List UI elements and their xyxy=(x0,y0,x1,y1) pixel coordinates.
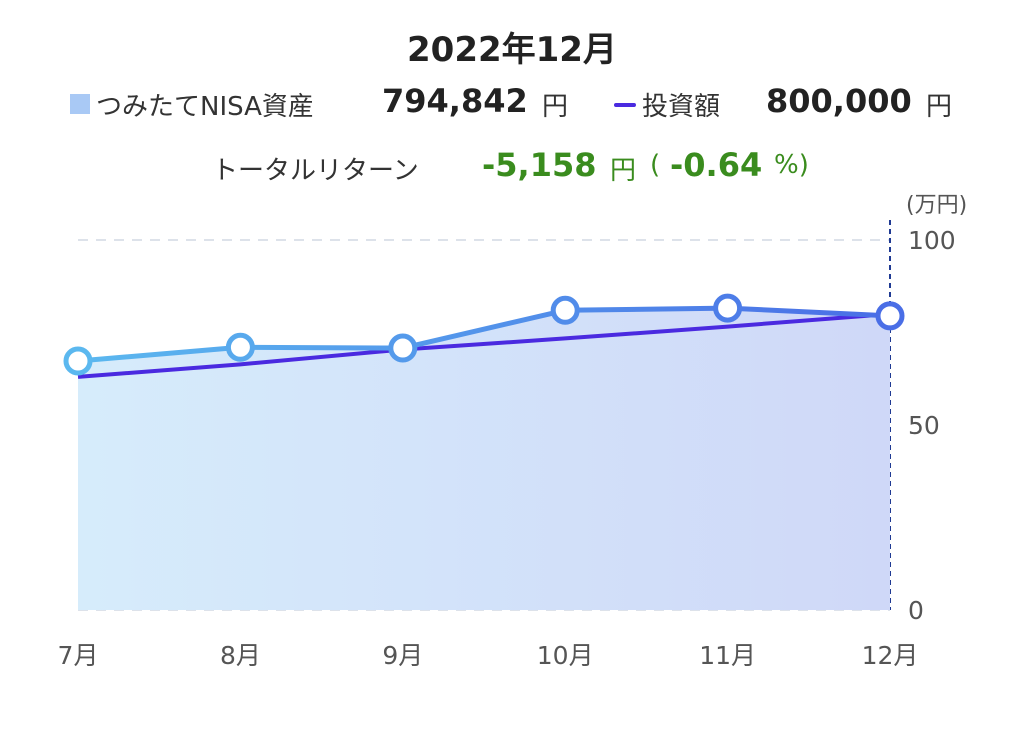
legend-invest-value: 800,000 xyxy=(766,82,912,120)
total-return: トータルリターン -5,158 円 ( -0.64 %) xyxy=(0,142,1024,188)
x-tick-0: 7月 xyxy=(58,641,99,670)
total-return-value: -5,158 xyxy=(482,146,597,184)
x-tick-3: 10月 xyxy=(537,641,594,670)
total-return-unit: 円 xyxy=(610,156,637,186)
chart-title: 2022年12月 xyxy=(407,30,617,70)
total-return-paren: ( xyxy=(650,150,661,180)
legend-asset-swatch xyxy=(70,94,90,114)
series-lines xyxy=(77,305,891,379)
asset-point-5 xyxy=(875,301,905,331)
asset-area xyxy=(78,308,890,610)
y-tick-0: 0 xyxy=(908,596,924,625)
y-tick-100: 100 xyxy=(908,226,956,255)
legend: つみたてNISA資産 794,842 円 投資額 800,000 円 xyxy=(0,82,1024,122)
y-tick-50: 50 xyxy=(908,411,940,440)
total-return-label: トータルリターン xyxy=(212,156,419,186)
x-tick-1: 8月 xyxy=(220,641,261,670)
legend-asset-unit: 円 xyxy=(542,92,569,122)
legend-invest-line xyxy=(614,103,636,107)
legend-invest-unit: 円 xyxy=(926,92,953,122)
asset-point-0 xyxy=(63,346,93,376)
total-return-percent: -0.64 xyxy=(670,146,763,184)
legend-asset-label: つみたてNISA資産 xyxy=(96,92,314,122)
x-tick-5: 12月 xyxy=(862,641,919,670)
y-unit-label: (万円) xyxy=(906,193,967,218)
total-return-percent-unit: %) xyxy=(774,150,809,180)
asset-point-2 xyxy=(388,333,418,363)
asset-line xyxy=(77,305,891,364)
asset-point-1 xyxy=(225,332,255,362)
asset-point-3 xyxy=(550,295,580,325)
legend-asset-value: 794,842 xyxy=(382,82,528,120)
series-markers xyxy=(63,293,905,376)
legend-invest-label: 投資額 xyxy=(642,92,721,122)
asset-point-4 xyxy=(713,293,743,323)
x-tick-2: 9月 xyxy=(382,641,423,670)
invest-line xyxy=(77,312,891,379)
area-fill xyxy=(78,308,890,610)
x-tick-4: 11月 xyxy=(699,641,756,670)
axes: 0 50 100 (万円) 7月 8月 9月 10月 11月 12月 xyxy=(58,193,968,670)
